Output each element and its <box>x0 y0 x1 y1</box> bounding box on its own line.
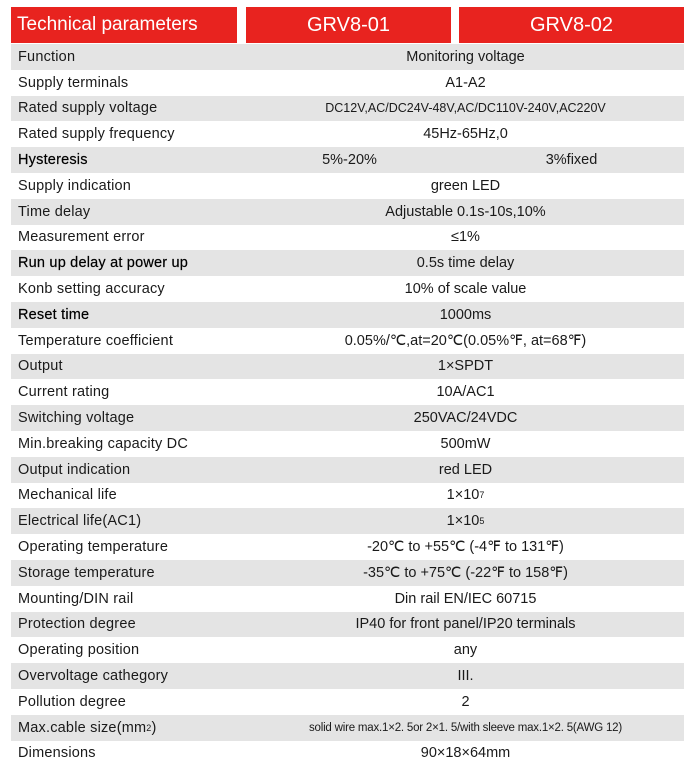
row-value-grv8-02: 3%fixed <box>545 152 598 169</box>
table-row: Reset time 1000ms <box>11 301 684 328</box>
row-label: Supply terminals <box>18 74 129 91</box>
row-label: Operating position <box>18 642 140 659</box>
table-row: Function Monitoring voltage <box>11 44 684 70</box>
row-value: DC12V,AC/DC24V-48V,AC/DC110V-240V,AC220V <box>325 101 606 116</box>
parameters-table: Function Monitoring voltage Supply termi… <box>11 44 684 766</box>
table-row: Supply indication green LED <box>11 173 684 199</box>
row-value: red LED <box>438 461 493 478</box>
row-value: 1×10 5 <box>446 513 485 530</box>
table-row: Electrical life(AC1) 1×10 5 <box>11 508 684 535</box>
row-value: ≤1% <box>451 229 480 246</box>
header-model-grv8-01: GRV8-01 <box>246 7 451 43</box>
row-label: Mounting/DIN rail <box>18 590 134 607</box>
row-value: 10% of scale value <box>404 281 527 298</box>
row-label: Switching voltage <box>18 410 135 427</box>
row-value-grv8-01: 5%-20% <box>322 152 377 169</box>
row-value: 2 <box>461 693 470 710</box>
row-label: Measurement error <box>18 229 145 246</box>
table-row: Measurement error ≤1% <box>11 225 684 251</box>
row-label: Konb setting accuracy <box>18 281 165 298</box>
table-row: Mechanical life 1×10 7 <box>11 483 684 509</box>
table-row: Switching voltage 250VAC/24VDC <box>11 405 684 431</box>
table-row: Operating position any <box>11 637 684 663</box>
value-base: 1×10 <box>446 487 480 504</box>
table-row: Pollution degree 2 <box>11 689 684 715</box>
row-value: A1-A2 <box>445 74 486 91</box>
row-value: Monitoring voltage <box>406 48 525 65</box>
row-value: 1000ms <box>439 306 492 323</box>
row-label: Pollution degree <box>18 693 126 710</box>
header-technical-parameters: Technical parameters <box>11 7 237 43</box>
row-label: Dimensions <box>18 745 96 762</box>
row-label: Max.cable size(mm 2) <box>18 719 157 736</box>
row-label: Min.breaking capacity DC <box>18 435 189 452</box>
header-model-grv8-02: GRV8-02 <box>459 7 684 43</box>
table-row: Storage temperature -35℃ to +75℃ (-22℉ t… <box>11 559 684 586</box>
table-row: Hysteresis 5%-20% 3%fixed <box>11 147 684 173</box>
table-row: Rated supply frequency 45Hz-65Hz,0 <box>11 121 684 147</box>
table-row: Min.breaking capacity DC 500mW <box>11 431 684 457</box>
row-label: Hysteresis <box>18 152 88 169</box>
label-end: ) <box>151 719 157 736</box>
row-label: Reset time <box>18 306 90 323</box>
row-label: Temperature coefficient <box>18 332 174 349</box>
row-label: Overvoltage cathegory <box>18 668 169 685</box>
table-row: Overvoltage cathegory III. <box>11 663 684 689</box>
row-value: -20℃ to +55℃ (-4℉ to 131℉) <box>367 539 564 556</box>
row-label: Time delay <box>18 203 91 220</box>
row-value: Din rail EN/IEC 60715 <box>394 590 537 607</box>
table-row: Dimensions 90×18×64mm <box>11 741 684 767</box>
row-value: 0.05%/℃,at=20℃(0.05%℉, at=68℉) <box>344 332 587 349</box>
table-row: Output indication red LED <box>11 456 684 483</box>
row-label: Output <box>18 358 63 375</box>
table-row: Output 1×SPDT <box>11 353 684 380</box>
row-label: Electrical life(AC1) <box>18 513 142 530</box>
row-value: 1×10 7 <box>446 487 485 504</box>
row-value: 250VAC/24VDC <box>413 410 518 427</box>
row-label: Mechanical life <box>18 487 117 504</box>
row-value: Adjustable 0.1s-10s,10% <box>385 203 546 220</box>
row-label: Output indication <box>18 461 131 478</box>
row-value: III. <box>457 668 474 685</box>
row-label: Rated supply frequency <box>18 126 175 143</box>
row-label: Function <box>18 48 76 65</box>
row-value: 500mW <box>440 435 491 452</box>
table-row: Protection degree IP40 for front panel/I… <box>11 611 684 638</box>
row-value: 45Hz-65Hz,0 <box>423 126 508 143</box>
table-row: Temperature coefficient 0.05%/℃,at=20℃(0… <box>11 328 684 354</box>
row-value: solid wire max.1×2. 5or 2×1. 5/with slee… <box>308 721 623 734</box>
label-text: Max.cable size(mm <box>18 719 147 736</box>
table-row: Current rating 10A/AC1 <box>11 379 684 405</box>
row-label: Protection degree <box>18 616 136 633</box>
row-value: 10A/AC1 <box>436 384 495 401</box>
row-label: Rated supply voltage <box>18 100 158 117</box>
value-base: 1×10 <box>446 513 480 530</box>
table-row: Time delay Adjustable 0.1s-10s,10% <box>11 198 684 225</box>
table-row: Konb setting accuracy 10% of scale value <box>11 276 684 302</box>
row-label: Run up delay at power up <box>18 255 189 272</box>
row-value: green LED <box>430 177 501 194</box>
table-row: Max.cable size(mm 2) solid wire max.1×2. … <box>11 714 684 741</box>
table-row: Operating temperature -20℃ to +55℃ (-4℉ … <box>11 534 684 560</box>
row-label: Supply indication <box>18 177 132 194</box>
row-value: 0.5s time delay <box>416 255 515 272</box>
row-value: 90×18×64mm <box>420 745 511 762</box>
row-label: Operating temperature <box>18 539 169 556</box>
row-value: 1×SPDT <box>437 358 494 375</box>
row-value: any <box>453 642 478 659</box>
table-row: Run up delay at power up 0.5s time delay <box>11 250 684 277</box>
table-row: Mounting/DIN rail Din rail EN/IEC 60715 <box>11 586 684 612</box>
row-label: Current rating <box>18 384 110 401</box>
table-row: Supply terminals A1-A2 <box>11 70 684 96</box>
row-value: IP40 for front panel/IP20 terminals <box>355 616 576 633</box>
row-label: Storage temperature <box>18 564 155 581</box>
table-row: Rated supply voltage DC12V,AC/DC24V-48V,… <box>11 95 684 122</box>
row-value: -35℃ to +75℃ (-22℉ to 158℉) <box>363 564 568 581</box>
